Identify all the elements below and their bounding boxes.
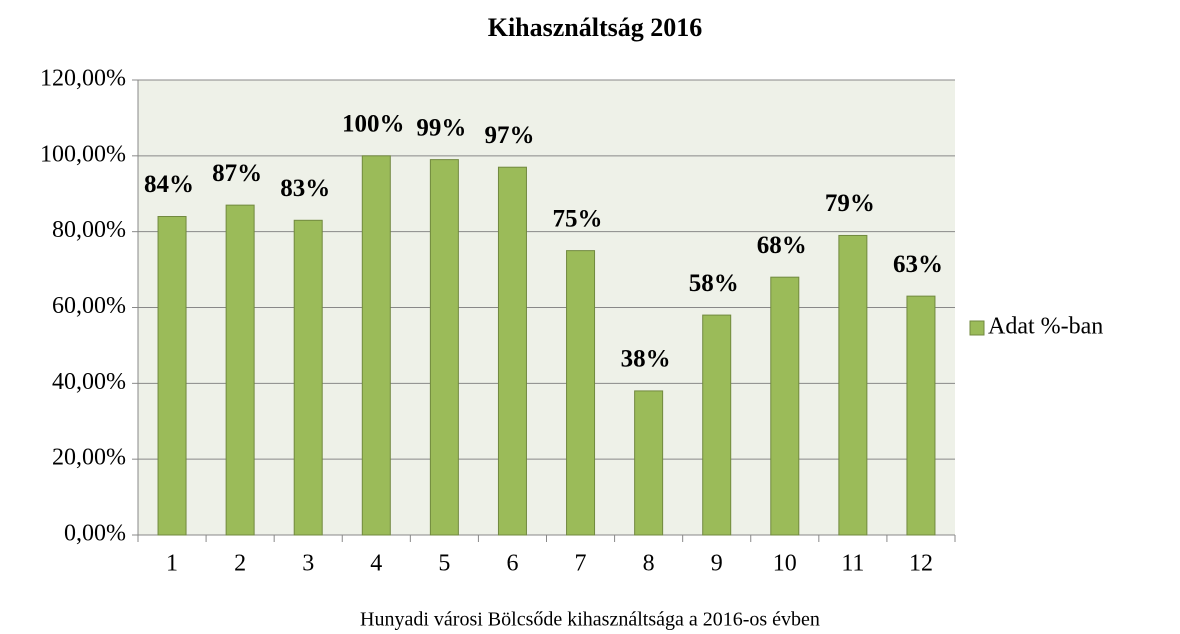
bar: [634, 390, 664, 536]
y-tick-label: 40,00%: [52, 369, 126, 395]
bar: [702, 314, 732, 536]
legend-swatch: [969, 320, 985, 336]
data-label: 83%: [280, 175, 330, 202]
y-tick-label: 120,00%: [40, 66, 126, 92]
data-label: 87%: [212, 160, 262, 187]
bar: [157, 216, 187, 536]
x-tick-label: 4: [370, 551, 382, 577]
data-label: 99%: [416, 114, 466, 141]
data-label: 68%: [757, 232, 807, 259]
bar: [361, 155, 391, 536]
x-tick-label: 8: [643, 551, 655, 577]
bar: [497, 166, 527, 536]
x-tick-label: 10: [773, 551, 797, 577]
data-label: 97%: [484, 122, 534, 149]
x-tick-label: 6: [506, 551, 518, 577]
data-label: 84%: [144, 171, 194, 198]
bar: [225, 204, 255, 536]
bar: [770, 276, 800, 536]
x-tick-label: 11: [841, 551, 864, 577]
caption: Hunyadi városi Bölcsőde kihasználtsága a…: [360, 609, 820, 631]
x-tick-label: 5: [438, 551, 450, 577]
legend-label: Adat %-ban: [988, 314, 1103, 340]
y-tick-label: 0,00%: [64, 521, 126, 547]
x-tick-label: 12: [909, 551, 933, 577]
x-tick-label: 2: [234, 551, 246, 577]
x-tick-label: 3: [302, 551, 314, 577]
bar: [293, 219, 323, 536]
x-tick-label: 7: [575, 551, 587, 577]
y-tick-label: 100,00%: [40, 141, 126, 167]
y-tick-label: 20,00%: [52, 445, 126, 471]
y-tick-label: 80,00%: [52, 217, 126, 243]
data-label: 58%: [689, 270, 739, 297]
data-label: 63%: [893, 251, 943, 278]
chart-title: Kihasználtság 2016: [488, 13, 703, 42]
x-tick-label: 1: [166, 551, 178, 577]
x-tick-label: 9: [711, 551, 723, 577]
data-label: 79%: [825, 190, 875, 217]
data-label: 100%: [342, 111, 405, 138]
data-label: 75%: [553, 205, 603, 232]
bar: [429, 159, 459, 536]
y-tick-label: 60,00%: [52, 293, 126, 319]
data-label: 38%: [621, 346, 671, 373]
bar: [838, 234, 868, 536]
bar: [566, 250, 596, 536]
bar: [906, 295, 936, 536]
